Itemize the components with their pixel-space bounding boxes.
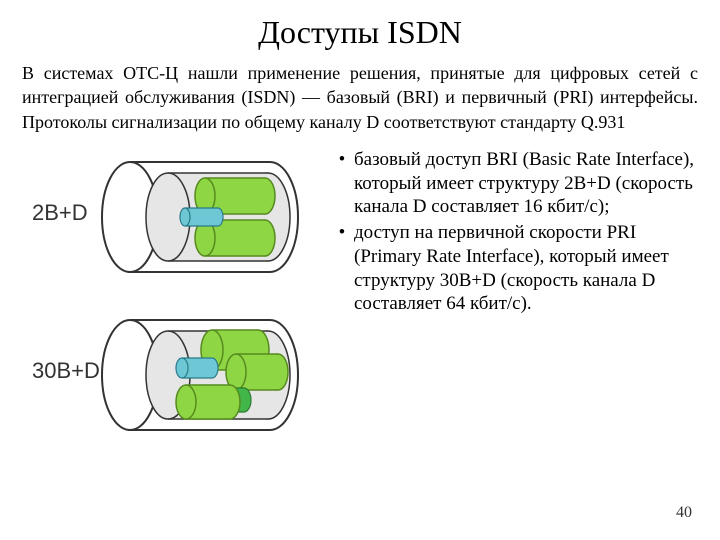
bullet-bri-text: базовый доступ BRI (Basic Rate Interface… xyxy=(354,148,700,219)
intro-text: В системах ОТС-Ц нашли применение решени… xyxy=(0,61,720,148)
bri-label: 2B+D xyxy=(32,200,88,226)
bullet-bri: • базовый доступ BRI (Basic Rate Interfa… xyxy=(330,148,700,219)
bullet-dot-icon: • xyxy=(330,221,354,316)
bri-diagram: 2B+D xyxy=(20,152,310,282)
bullets-column: • базовый доступ BRI (Basic Rate Interfa… xyxy=(320,148,700,440)
bullet-pri: • доступ на первичной скорости PRI (Prim… xyxy=(330,221,700,316)
bullet-dot-icon: • xyxy=(330,148,354,219)
pri-diagram: 30B+D xyxy=(20,310,310,440)
content-row: 2B+D xyxy=(0,148,720,440)
bullet-pri-text: доступ на первичной скорости PRI (Primar… xyxy=(354,221,700,316)
pri-label: 30B+D xyxy=(32,358,100,384)
page-title: Доступы ISDN xyxy=(0,0,720,61)
diagrams-column: 2B+D xyxy=(20,148,320,440)
page-number: 40 xyxy=(676,504,692,522)
